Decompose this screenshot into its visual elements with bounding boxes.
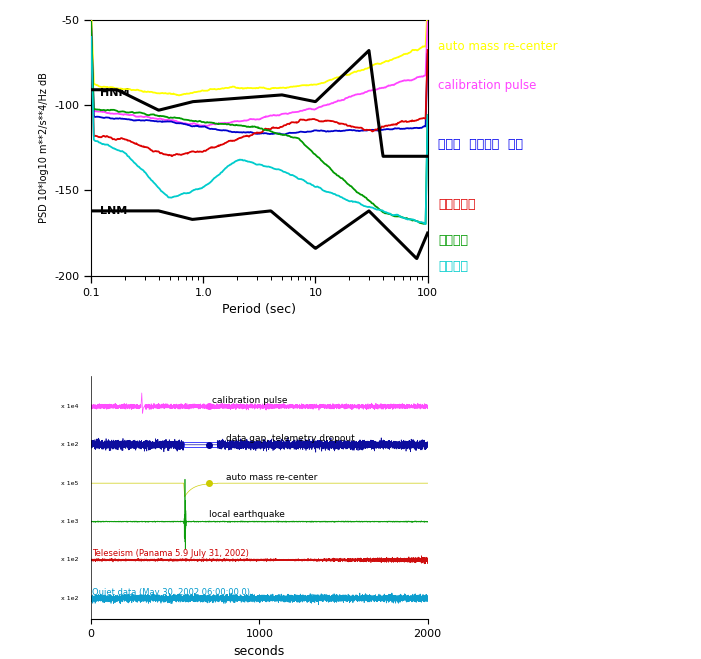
Text: 데이터  일시중단  현상: 데이터 일시중단 현상 [438,138,523,152]
Text: Quiet data (May 30, 2002 06:00:00.0): Quiet data (May 30, 2002 06:00:00.0) [92,588,250,597]
X-axis label: seconds: seconds [233,645,285,658]
Text: auto mass re-center: auto mass re-center [438,40,558,53]
Text: x 1e3: x 1e3 [61,519,79,524]
Text: x 1e2: x 1e2 [61,596,79,601]
Y-axis label: PSD 10*log10 m**2/s**4/Hz dB: PSD 10*log10 m**2/s**4/Hz dB [39,72,48,223]
Text: calibration pulse: calibration pulse [212,396,288,405]
Text: auto mass re-center: auto mass re-center [226,473,317,482]
X-axis label: Period (sec): Period (sec) [222,303,297,316]
Text: Teleseism (Panama 5.9 July 31, 2002): Teleseism (Panama 5.9 July 31, 2002) [92,550,249,558]
Text: LNM: LNM [100,206,128,216]
Text: local earthquake: local earthquake [209,510,285,519]
Text: data gap, telemetry dropout: data gap, telemetry dropout [226,434,355,444]
Text: 상시미동: 상시미동 [438,260,468,273]
Text: 원거리지진: 원거리지진 [438,198,475,211]
Text: 지역지진: 지역지진 [438,234,468,247]
Text: HNM: HNM [100,88,130,98]
Text: x 1e5: x 1e5 [61,480,79,486]
Text: calibration pulse: calibration pulse [438,79,536,92]
Text: x 1e4: x 1e4 [61,404,79,409]
Text: x 1e2: x 1e2 [61,442,79,447]
Text: x 1e2: x 1e2 [61,558,79,562]
